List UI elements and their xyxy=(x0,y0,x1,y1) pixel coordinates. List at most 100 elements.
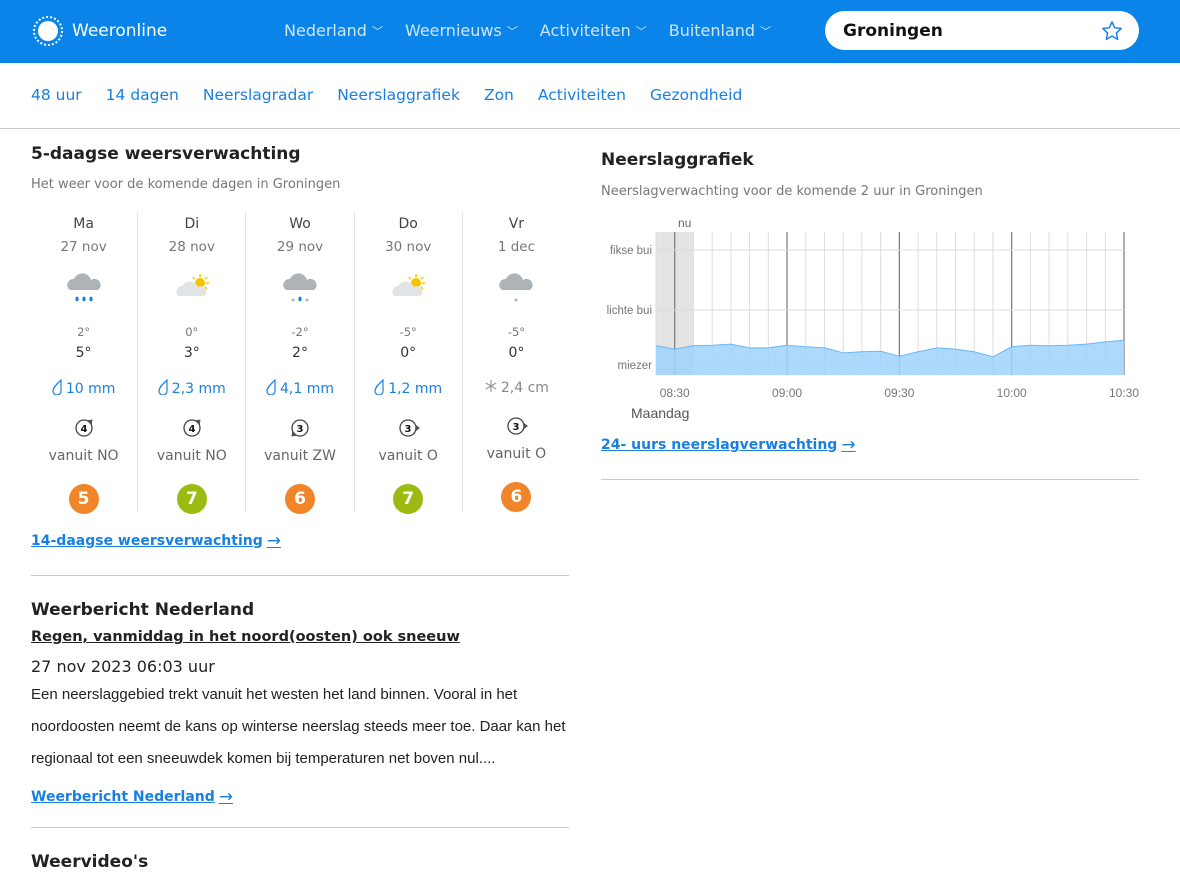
precipitation: 2,3 mm xyxy=(138,378,245,399)
report-title: Weerbericht Nederland xyxy=(31,600,255,620)
top-bar: Weeronline Nederland ﹀ Weernieuws ﹀ Activi… xyxy=(0,0,1180,63)
arrow-right-icon: → xyxy=(218,787,234,807)
cloud-sun-icon xyxy=(138,267,245,311)
temp-min: 2° xyxy=(77,325,91,339)
precip-amount: 2,4 cm xyxy=(500,380,549,396)
location-search xyxy=(825,11,1139,50)
report-body: Een neerslaggebied trekt vanuit het west… xyxy=(31,686,566,767)
temp-max: 0° xyxy=(400,345,417,361)
link-label: Weerbericht Nederland xyxy=(31,789,215,805)
day-date: 28 nov xyxy=(168,239,215,255)
raindrop-icon xyxy=(266,378,277,399)
precip-subtitle: Neerslagverwachting voor de komende 2 uu… xyxy=(601,184,983,199)
wind-icon: 3 xyxy=(355,415,462,441)
day-name: Wo xyxy=(289,216,311,232)
wind-icon: 3 xyxy=(463,413,570,439)
x-tick-label: 09:30 xyxy=(884,386,914,400)
precipitation: 4,1 mm xyxy=(246,378,353,399)
precipitation-chart: miezer lichte bui fikse bui 08:30 09:00 09:30… xyxy=(607,216,1140,421)
raindrop-icon xyxy=(52,378,63,399)
day-name: Vr xyxy=(508,216,525,232)
cloud-sleet-icon xyxy=(246,267,353,311)
precip-amount: 4,1 mm xyxy=(280,381,334,397)
raindrop-icon xyxy=(158,378,169,399)
x-tick-label: 10:00 xyxy=(997,386,1027,400)
subnav-zon[interactable]: Zon xyxy=(483,86,514,104)
cloud-sun-icon xyxy=(355,267,462,311)
forecast-subtitle: Het weer voor de komende dagen in Gronin… xyxy=(31,177,341,192)
precip-title: Neerslaggrafiek xyxy=(601,150,754,170)
14-day-forecast-link[interactable]: 14-daagse weersverwachting → xyxy=(31,531,281,551)
x-tick-label: 08:30 xyxy=(660,386,690,400)
report-link[interactable]: Weerbericht Nederland → xyxy=(31,787,233,807)
chevron-down-icon: ﹀ xyxy=(506,24,518,38)
temp-min: -2° xyxy=(291,325,309,339)
subnav-neerslagradar[interactable]: Neerslagradar xyxy=(202,86,314,104)
logo-text: Weeronline xyxy=(72,21,168,41)
nav-buitenland[interactable]: Buitenland ﹀ xyxy=(669,21,771,40)
precip-line xyxy=(655,339,1125,358)
precip-amount: 2,3 mm xyxy=(171,381,226,397)
day-date: 29 nov xyxy=(276,239,324,255)
temp-max: 0° xyxy=(508,345,525,361)
wind-direction: vanuit ZW xyxy=(264,448,336,464)
y-tick-label: fikse bui xyxy=(610,245,652,257)
subnav-14-dagen[interactable]: 14 dagen xyxy=(105,86,179,104)
logo[interactable]: Weeronline xyxy=(32,15,167,47)
temp-min: -5° xyxy=(399,325,417,339)
subnav-neerslaggrafiek[interactable]: Neerslaggrafiek xyxy=(337,86,460,104)
x-tick-label: 10:30 xyxy=(1109,386,1139,400)
star-icon[interactable] xyxy=(1101,20,1123,42)
divider xyxy=(0,128,1180,129)
chevron-down-icon: ﹀ xyxy=(635,24,647,38)
subnav-gezondheid[interactable]: Gezondheid xyxy=(649,86,743,104)
wind-icon: 3 xyxy=(246,415,353,441)
weather-report: Weerbericht Nederland Regen, vanmiddag i… xyxy=(31,600,569,881)
precip-amount: 1,2 mm xyxy=(388,381,443,397)
x-tick-label: 09:00 xyxy=(772,386,802,400)
forecast-day[interactable]: Vr 1 dec -5° 0° 2,4 cm 3 vanuit O 6 xyxy=(463,212,570,512)
divider xyxy=(31,827,569,828)
day-date: 1 dec xyxy=(497,239,535,255)
nav-label: Weernieuws xyxy=(404,21,502,40)
weather-score-badge: 6 xyxy=(501,482,532,512)
forecast-day[interactable]: Di 28 nov 0° 3° 2,3 mm 4 vanuit NO 7 xyxy=(138,212,247,514)
temp-max: 3° xyxy=(183,345,200,361)
report-headline[interactable]: Regen, vanmiddag in het noord(oosten) oo… xyxy=(31,629,460,645)
weather-score-badge: 7 xyxy=(176,484,207,514)
day-name: Di xyxy=(184,216,200,232)
24h-precip-link[interactable]: 24- uurs neerslagverwachting → xyxy=(601,435,856,455)
wind-icon: 4 xyxy=(30,415,137,441)
wind-direction: vanuit O xyxy=(378,448,438,464)
divider xyxy=(31,575,569,576)
day-name: Ma xyxy=(73,216,94,232)
temp-min: 0° xyxy=(185,325,199,339)
wind-force: 3 xyxy=(405,424,412,435)
temp-min: -5° xyxy=(507,325,526,339)
subnav-activiteiten[interactable]: Activiteiten xyxy=(537,86,626,104)
main-nav: Nederland ﹀ Weernieuws ﹀ Activiteiten ﹀ Bui… xyxy=(284,21,771,40)
sub-nav: 48 uur 14 dagen Neerslagradar Neerslaggr… xyxy=(31,86,742,104)
cloud-rain-icon xyxy=(30,267,137,311)
search-input[interactable] xyxy=(843,20,1083,41)
precip-amount: 10 mm xyxy=(65,381,116,397)
precipitation: 1,2 mm xyxy=(355,378,462,399)
y-tick-label: lichte bui xyxy=(607,305,652,317)
nav-nederland[interactable]: Nederland ﹀ xyxy=(284,21,383,40)
temp-max: 2° xyxy=(292,345,308,361)
day-date: 30 nov xyxy=(385,239,432,255)
cloud-snow-icon xyxy=(463,267,570,311)
nav-weernieuws[interactable]: Weernieuws ﹀ xyxy=(405,21,518,40)
forecast-day[interactable]: Wo 29 nov -2° 2° 4,1 mm 3 vanuit ZW 6 xyxy=(246,212,355,514)
nav-activiteiten[interactable]: Activiteiten ﹀ xyxy=(540,21,647,40)
forecast-day[interactable]: Ma 27 nov 2° 5° 10 mm 4 vanuit NO 5 xyxy=(30,212,139,514)
day-name: Do xyxy=(398,216,418,232)
link-label: 14-daagse weersverwachting xyxy=(31,533,263,549)
wind-direction: vanuit O xyxy=(486,446,547,462)
weather-score-badge: 6 xyxy=(285,484,315,514)
divider xyxy=(601,479,1139,480)
subnav-48-uur[interactable]: 48 uur xyxy=(31,86,82,104)
day-label: Maandag xyxy=(631,405,689,421)
day-date: 27 nov xyxy=(60,239,107,255)
forecast-day[interactable]: Do 30 nov -5° 0° 1,2 mm 3 vanuit O 7 xyxy=(355,212,463,514)
